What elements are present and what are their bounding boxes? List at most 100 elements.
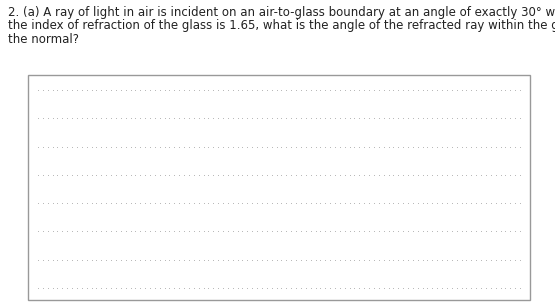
- Point: [248, 286, 256, 290]
- Point: [102, 201, 110, 206]
- Point: [472, 172, 481, 177]
- Point: [331, 201, 340, 206]
- Point: [462, 257, 471, 262]
- Point: [92, 87, 101, 92]
- Point: [442, 286, 451, 290]
- Point: [491, 144, 500, 149]
- Point: [268, 144, 276, 149]
- Point: [258, 286, 266, 290]
- Point: [394, 201, 403, 206]
- Point: [355, 116, 364, 121]
- Point: [477, 229, 486, 234]
- Point: [184, 144, 193, 149]
- Point: [155, 116, 164, 121]
- Point: [486, 116, 495, 121]
- Point: [199, 144, 208, 149]
- Point: [160, 172, 169, 177]
- Point: [189, 257, 198, 262]
- Point: [194, 286, 203, 290]
- Point: [438, 257, 447, 262]
- Point: [165, 144, 174, 149]
- Point: [92, 116, 101, 121]
- Point: [467, 286, 476, 290]
- Point: [165, 172, 174, 177]
- Text: 2. (a) A ray of light in air is incident on an air-to-glass boundary at an angle: 2. (a) A ray of light in air is incident…: [8, 6, 555, 19]
- Point: [155, 201, 164, 206]
- Point: [472, 257, 481, 262]
- Point: [331, 116, 340, 121]
- Point: [165, 201, 174, 206]
- Point: [253, 286, 261, 290]
- Point: [117, 286, 125, 290]
- Point: [306, 257, 315, 262]
- Point: [263, 257, 271, 262]
- Point: [107, 172, 115, 177]
- Point: [199, 116, 208, 121]
- Point: [355, 286, 364, 290]
- Point: [403, 286, 412, 290]
- Point: [296, 286, 305, 290]
- Point: [472, 144, 481, 149]
- Point: [282, 87, 291, 92]
- Point: [370, 286, 379, 290]
- Point: [506, 144, 514, 149]
- Point: [107, 201, 115, 206]
- Point: [477, 201, 486, 206]
- Point: [496, 286, 505, 290]
- Point: [33, 172, 42, 177]
- Point: [277, 144, 286, 149]
- Point: [345, 201, 354, 206]
- Point: [272, 87, 281, 92]
- Point: [180, 229, 189, 234]
- Point: [272, 201, 281, 206]
- Point: [482, 257, 491, 262]
- Point: [360, 201, 369, 206]
- Point: [38, 87, 47, 92]
- Point: [467, 172, 476, 177]
- Point: [204, 201, 213, 206]
- Point: [33, 144, 42, 149]
- Point: [491, 257, 500, 262]
- Point: [442, 257, 451, 262]
- Point: [316, 87, 325, 92]
- Point: [107, 87, 115, 92]
- Point: [107, 229, 115, 234]
- Point: [282, 116, 291, 121]
- Point: [516, 229, 524, 234]
- Bar: [28, 75, 530, 300]
- Point: [462, 201, 471, 206]
- Point: [398, 172, 407, 177]
- Point: [219, 229, 228, 234]
- Point: [77, 257, 86, 262]
- Point: [462, 144, 471, 149]
- Point: [131, 116, 140, 121]
- Point: [428, 172, 437, 177]
- Point: [296, 257, 305, 262]
- Point: [423, 201, 432, 206]
- Point: [258, 116, 266, 121]
- Point: [189, 144, 198, 149]
- Point: [77, 87, 86, 92]
- Point: [472, 201, 481, 206]
- Point: [184, 201, 193, 206]
- Point: [219, 286, 228, 290]
- Point: [272, 172, 281, 177]
- Point: [87, 87, 96, 92]
- Point: [306, 144, 315, 149]
- Point: [418, 144, 427, 149]
- Point: [340, 172, 349, 177]
- Point: [253, 144, 261, 149]
- Point: [214, 257, 223, 262]
- Point: [331, 229, 340, 234]
- Point: [501, 286, 510, 290]
- Point: [457, 286, 466, 290]
- Point: [428, 144, 437, 149]
- Point: [491, 172, 500, 177]
- Point: [511, 144, 519, 149]
- Point: [413, 144, 422, 149]
- Point: [447, 229, 456, 234]
- Point: [140, 116, 149, 121]
- Point: [58, 286, 67, 290]
- Point: [219, 144, 228, 149]
- Point: [287, 116, 296, 121]
